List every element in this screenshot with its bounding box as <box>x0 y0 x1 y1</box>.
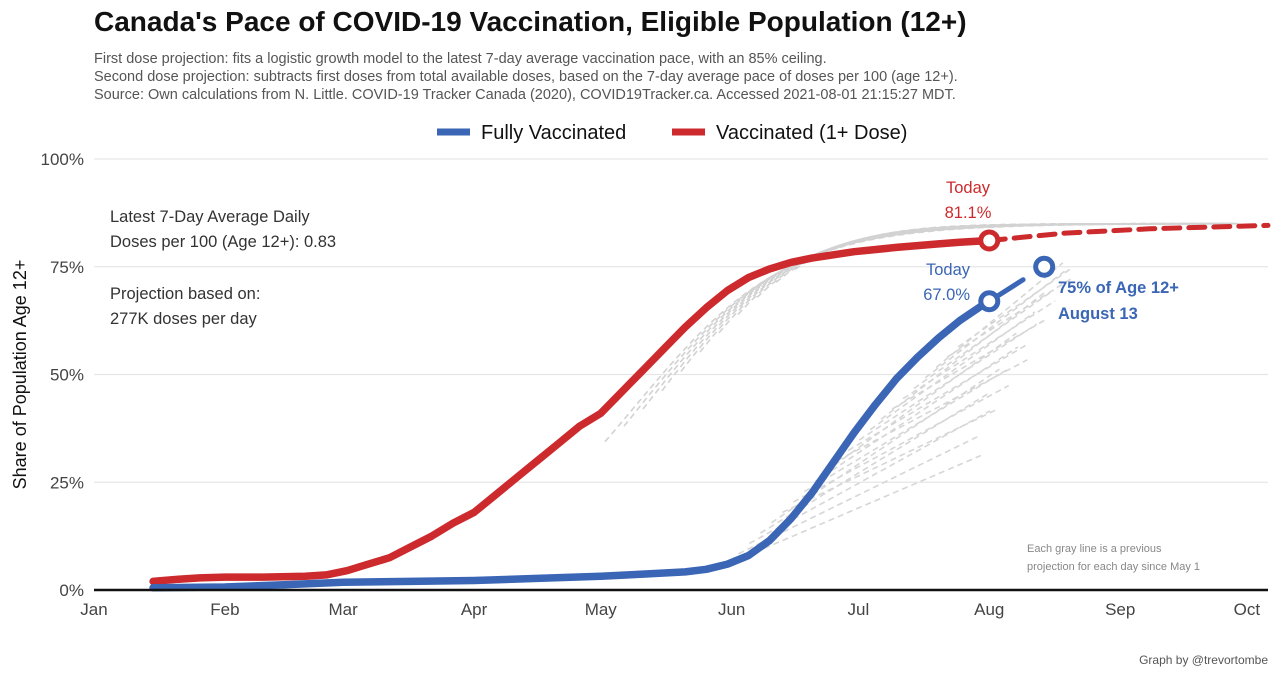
series-line-vaccinated-1-dose- <box>149 236 994 586</box>
target-annotation-line-2: August 13 <box>1058 305 1138 323</box>
y-tick-label: 75% <box>50 258 84 277</box>
x-tick-label: Oct <box>1234 600 1261 619</box>
today-fully-value: 67.0% <box>923 286 970 304</box>
gray-note-line-2: projection for each day since May 1 <box>1027 561 1200 573</box>
subtitle-line-3: Source: Own calculations from N. Little.… <box>94 87 956 103</box>
gray-projection-line <box>825 332 1017 472</box>
x-tick-label: Jul <box>847 600 869 619</box>
projection-line-vaccinated-1-dose-projection- <box>986 222 1271 243</box>
gray-projection-line <box>661 222 1233 392</box>
gray-projection-line <box>858 323 1038 441</box>
gray-projection-line <box>792 384 1010 503</box>
y-axis-title: Share of Population Age 12+ <box>10 260 30 490</box>
pace-annotation-line-1: Latest 7-Day Average Daily <box>110 208 310 226</box>
basis-annotation-line-1: Projection based on: <box>110 285 260 303</box>
gridlines <box>94 158 1268 483</box>
series-line-fully-vaccinated <box>149 297 994 592</box>
x-tick-label: Mar <box>329 600 359 619</box>
data-marker <box>1033 255 1056 278</box>
y-tick-label: 0% <box>59 581 84 600</box>
y-tick-label: 100% <box>41 150 84 169</box>
gray-projection-line <box>836 359 1028 462</box>
gray-projection-line <box>889 222 1233 235</box>
gray-projection-line <box>869 311 1036 431</box>
target-annotation-line-1: 75% of Age 12+ <box>1058 279 1179 297</box>
subtitle-line-1: First dose projection: fits a logistic g… <box>94 51 827 67</box>
gray-projection-line <box>814 346 1019 483</box>
gray-projection-line <box>880 290 1047 420</box>
annotations: Latest 7-Day Average Daily Doses per 100… <box>110 179 1268 667</box>
axes: 0% 25% 50% 75% 100% Jan Feb Mar Apr May Jun Jul Aug S… <box>10 150 1268 619</box>
gray-projection-lines <box>604 222 1239 565</box>
basis-annotation-line-2: 277K doses per day <box>110 310 258 328</box>
gray-projection-line <box>902 300 1056 400</box>
markers <box>978 229 1056 313</box>
today-first-dose-label: Today <box>946 179 991 197</box>
x-tick-label: Jun <box>718 600 745 619</box>
y-tick-label: 25% <box>50 473 84 492</box>
x-tick-label: Feb <box>210 600 239 619</box>
x-tick-label: Jan <box>80 600 107 619</box>
data-marker <box>978 290 1001 313</box>
gray-projection-line <box>794 222 1239 270</box>
gray-projection-line <box>803 369 1008 493</box>
gray-projection-line <box>604 223 1239 443</box>
legend: Fully Vaccinated Vaccinated (1+ Dose) <box>437 122 907 144</box>
gray-projection-line <box>847 344 1027 452</box>
subtitle-line-2: Second dose projection: subtracts first … <box>94 69 958 85</box>
y-tick-label: 50% <box>50 366 84 385</box>
legend-label-fully-vaccinated: Fully Vaccinated <box>481 122 626 144</box>
gray-projection-line <box>727 454 982 565</box>
x-tick-label: Apr <box>461 600 488 619</box>
x-tick-label: May <box>585 600 618 619</box>
credit: Graph by @trevortombe <box>1139 653 1268 667</box>
pace-annotation-line-2: Doses per 100 (Age 12+): 0.83 <box>110 233 336 251</box>
gray-note-line-1: Each gray line is a previous <box>1027 543 1162 555</box>
chart-title: Canada's Pace of COVID-19 Vaccination, E… <box>94 6 967 37</box>
x-tick-label: Sep <box>1105 600 1135 619</box>
gray-projection-line <box>782 408 999 514</box>
gray-projection-line <box>946 276 1075 358</box>
gray-projection-line <box>957 267 1073 348</box>
today-fully-label: Today <box>926 261 971 279</box>
data-marker <box>978 229 1001 252</box>
legend-label-first-dose: Vaccinated (1+ Dose) <box>716 122 907 144</box>
x-tick-label: Aug <box>974 600 1004 619</box>
gray-projection-line <box>913 289 1054 389</box>
gray-projection-line <box>935 262 1064 369</box>
today-first-dose-value: 81.1% <box>945 204 992 222</box>
